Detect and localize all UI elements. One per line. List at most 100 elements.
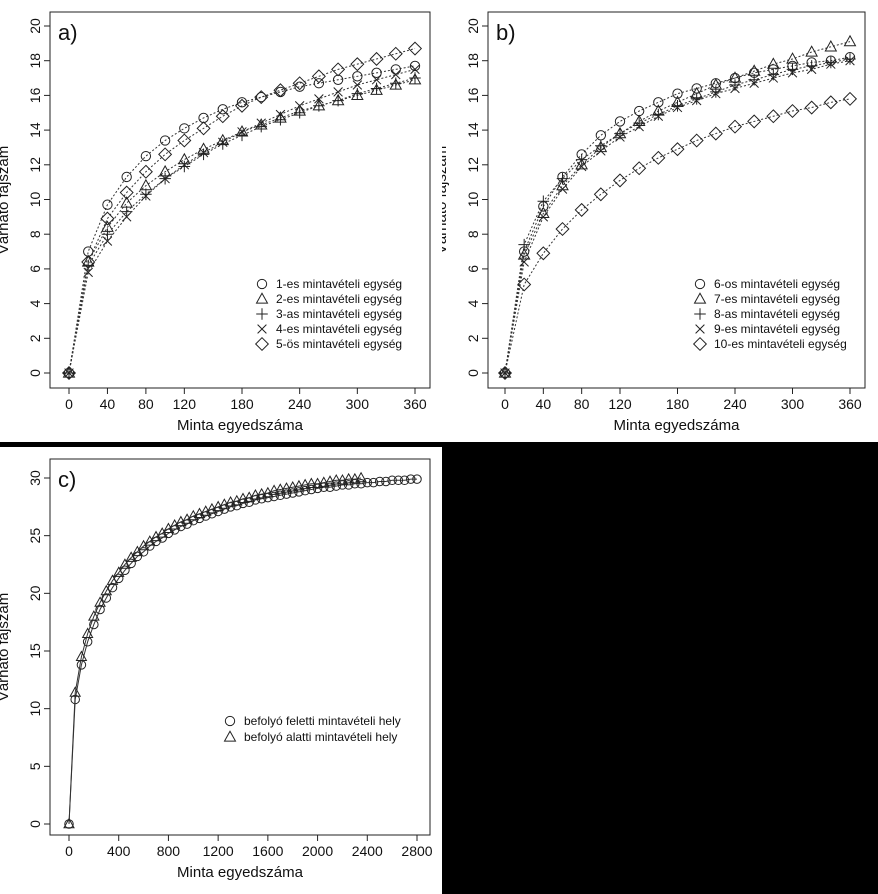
chart-c-y-tick-label: 15: [27, 643, 43, 659]
chart-c-y-tick-label: 10: [27, 701, 43, 717]
chart-b-series-4-point: [538, 212, 549, 222]
chart-a-series-3-point: [178, 160, 191, 173]
chart-b-series-3-point: [671, 100, 684, 112]
chart-a-series-1-point: [102, 199, 113, 210]
chart-c-series-1-point: [300, 485, 310, 496]
chart-a-series-4-point: [256, 118, 266, 128]
chart-a-series-5-point: [388, 46, 403, 61]
chart-c-series-2-point: [336, 474, 349, 485]
chart-c-legend: befolyó feletti mintavételi hely befolyó …: [223, 714, 401, 744]
chart-a-y-tick-label: 4: [27, 299, 43, 307]
chart-a-series-3-point: [370, 82, 383, 95]
chart-b-x-tick-label: 180: [666, 396, 690, 412]
chart-a-series-4-point: [294, 101, 305, 111]
chart-c-series-2-point: [268, 484, 280, 495]
chart-c-x-tick-label: 400: [107, 843, 131, 859]
chart-b-series-2-point: [766, 57, 780, 69]
chart-a-series-4-point: [179, 160, 190, 170]
chart-b-series-4-point: [826, 59, 836, 69]
chart-b-series-4-point: [711, 88, 721, 99]
chart-b-legend-label-1: 6-os mintavételi egység: [714, 277, 840, 291]
chart-panel-a: a) 0 2 4 6 8 10 12 14 16 18 20 0 40 80 120 180 240 300 360 M…: [0, 0, 442, 442]
chart-b-y-tick-label: 18: [465, 53, 481, 69]
chart-b-series-4-point: [749, 78, 759, 89]
chart-b-series-2-line: [504, 41, 851, 374]
chart-b-series-3-point: [690, 93, 703, 105]
chart-c-series-2-point: [94, 596, 106, 607]
chart-c-series-2-point: [131, 545, 144, 557]
chart-c-series-2-point: [150, 530, 162, 542]
chart-c-series-1-point: [412, 474, 422, 484]
chart-a-series-4-point: [275, 109, 286, 120]
chart-a-x-axis-label: Minta egyedszáma: [177, 417, 304, 434]
chart-a-legend-marker-5: [254, 336, 270, 352]
chart-b-series-3-point: [844, 53, 856, 65]
chart-c-series-2-point: [224, 495, 237, 507]
chart-c-series-1-point: [356, 479, 366, 489]
chart-a-x-tick-label: 360: [403, 396, 427, 412]
chart-a-legend-marker-4: [257, 324, 267, 334]
chart-c-series-2-line: [68, 477, 362, 825]
chart-c-series-2-point: [237, 492, 249, 504]
chart-b-series-5-point: [747, 114, 762, 129]
chart-c-series-2-point: [274, 483, 287, 494]
chart-b-y-tick-label: 0: [465, 369, 481, 377]
chart-b-series-4-point: [787, 68, 798, 78]
chart-b-series-4-point: [730, 83, 740, 94]
chart-a-series-5-point: [350, 57, 365, 72]
chart-c-x-tick-label: 1200: [203, 843, 234, 859]
chart-a-series-5-point: [100, 211, 115, 226]
chart-a-y-tick-label: 12: [27, 157, 43, 173]
chart-c-panel-label: c): [58, 467, 76, 492]
chart-c-series-1-point: [306, 484, 317, 495]
chart-b-legend-label-3: 8-as mintavételi egység: [714, 307, 840, 321]
chart-c-series-1-point: [399, 475, 410, 486]
chart-c-series-2-point: [181, 513, 193, 524]
chart-a-series-3-point: [313, 100, 325, 112]
chart-a-legend-label-2: 2-es mintavételi egység: [276, 292, 402, 306]
chart-b-series-5-point: [766, 109, 781, 124]
chart-c-svg: c) 0 5 10 15 20 25 30 0 400 800 1200 1600 2000 2400 280…: [0, 458, 433, 881]
chart-b-series-2-point: [786, 52, 799, 64]
chart-c-series-2-point: [342, 472, 355, 484]
chart-c-y-tick-label: 0: [27, 820, 43, 828]
chart-b-legend-marker-1: [694, 278, 706, 290]
chart-a-legend-label-3: 3-as mintavételi egység: [276, 307, 402, 321]
chart-a-series-1-point: [371, 67, 382, 79]
chart-c-series-1: [64, 474, 422, 829]
chart-a-series-1-point: [236, 97, 248, 108]
chart-c-series-2-point: [305, 477, 318, 489]
chart-a-svg: a) 0 2 4 6 8 10 12 14 16 18 20 0 40 80 120 180 240 300 360 M…: [0, 11, 431, 434]
chart-b-series-3-point: [556, 172, 569, 185]
chart-b-y-tick-label: 4: [465, 299, 481, 307]
chart-c-series-1-point: [381, 476, 391, 487]
chart-b-series-5-point: [689, 133, 704, 148]
chart-a-series-5-point: [81, 254, 96, 269]
chart-b-series-3-point: [575, 153, 588, 166]
chart-a-series-4-point: [410, 64, 420, 75]
chart-b-series-3-point: [825, 56, 837, 69]
chart-a-x-tick-label: 240: [288, 396, 312, 412]
chart-a-legend-label-4: 4-es mintavételi egység: [276, 322, 402, 336]
chart-b-series-4-point: [806, 64, 817, 75]
chart-c-legend-marker-1: [224, 715, 236, 727]
chart-a-series-1-point: [409, 60, 421, 72]
chart-panel-c: c) 0 5 10 15 20 25 30 0 400 800 1200 1600 2000 2400 280…: [0, 447, 442, 894]
chart-b-series-5-point: [612, 173, 628, 188]
chart-c-series-2: [63, 471, 367, 829]
chart-b-series-1-point: [653, 97, 664, 108]
chart-c-x-tick-label: 2000: [302, 843, 333, 859]
chart-c-series-1-point: [331, 481, 341, 491]
chart-b-x-tick-label: 300: [781, 396, 805, 412]
chart-a-series-3-point: [120, 205, 133, 218]
chart-a-y-tick-label: 0: [27, 369, 43, 377]
chart-a-series-2-point: [350, 88, 364, 101]
chart-a-series-4-point: [237, 127, 247, 137]
chart-c-series-2-point: [81, 627, 94, 638]
chart-a-y-tick-label: 10: [27, 192, 43, 208]
chart-b-series-5-point: [842, 91, 858, 106]
chart-c-series-1-point: [294, 487, 304, 497]
chart-a-series-5-point: [234, 98, 250, 113]
chart-b-series-5-point: [785, 103, 800, 119]
chart-b-y-tick-label: 20: [465, 18, 481, 34]
